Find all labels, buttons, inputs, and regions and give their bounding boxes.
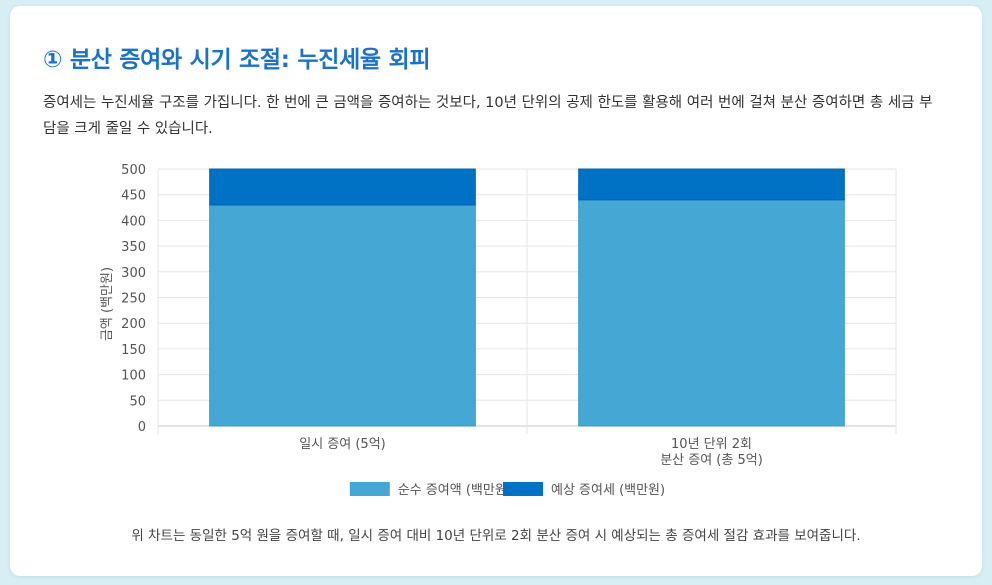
y-axis-ticks: 0 50 100 150 200 250 300 350 400 450 500 [121,163,146,435]
bar-segment-net-gift[interactable] [578,199,845,427]
legend-swatch[interactable] [349,482,390,496]
y-tick-label: 200 [121,317,146,332]
y-tick-label: 0 [138,420,146,435]
y-tick-label: 150 [121,343,146,358]
stacked-bar-chart: 0 50 100 150 200 250 300 350 400 450 500 일시 증여 (5억… [100,163,897,498]
y-tick-label: 350 [121,240,146,255]
x-tick-label: 10년 단위 2회 [671,437,752,452]
x-tick-label: 분산 증여 (총 5억) [660,453,763,468]
chart-legend: 순수 증여액 (백만원) 예상 증여세 (백만원) [349,482,665,498]
chart-caption: 위 차트는 동일한 5억 원을 증여할 때, 일시 증여 대비 10년 단위로 … [131,528,861,544]
y-tick-label: 450 [121,189,146,204]
x-tick-label: 일시 증여 (5억) [299,437,385,452]
y-tick-label: 400 [121,214,146,229]
bar-segment-gift-tax[interactable] [209,168,476,206]
bar-segment-net-gift[interactable] [209,204,476,427]
legend-label[interactable]: 예상 증여세 (백만원) [551,483,665,498]
y-tick-label: 250 [121,292,146,307]
section-title: ① 분산 증여와 시기 조절: 누진세율 회피 [43,47,431,73]
y-tick-label: 300 [121,266,146,281]
bar-segment-gift-tax[interactable] [578,168,845,201]
legend-label[interactable]: 순수 증여액 (백만원) [398,483,512,498]
y-axis-label: 금액 (백만원) [100,267,115,341]
y-tick-label: 50 [129,394,146,409]
y-tick-label: 500 [121,163,146,178]
legend-swatch[interactable] [503,482,543,496]
intro-paragraph: 증여세는 누진세율 구조를 가집니다. 한 번에 큰 금액을 증여하는 것보다,… [43,95,933,137]
content-card: ① 분산 증여와 시기 조절: 누진세율 회피 증여세는 누진세율 구조를 가집… [10,6,982,576]
chart-bars [209,168,845,427]
y-tick-label: 100 [121,369,146,384]
